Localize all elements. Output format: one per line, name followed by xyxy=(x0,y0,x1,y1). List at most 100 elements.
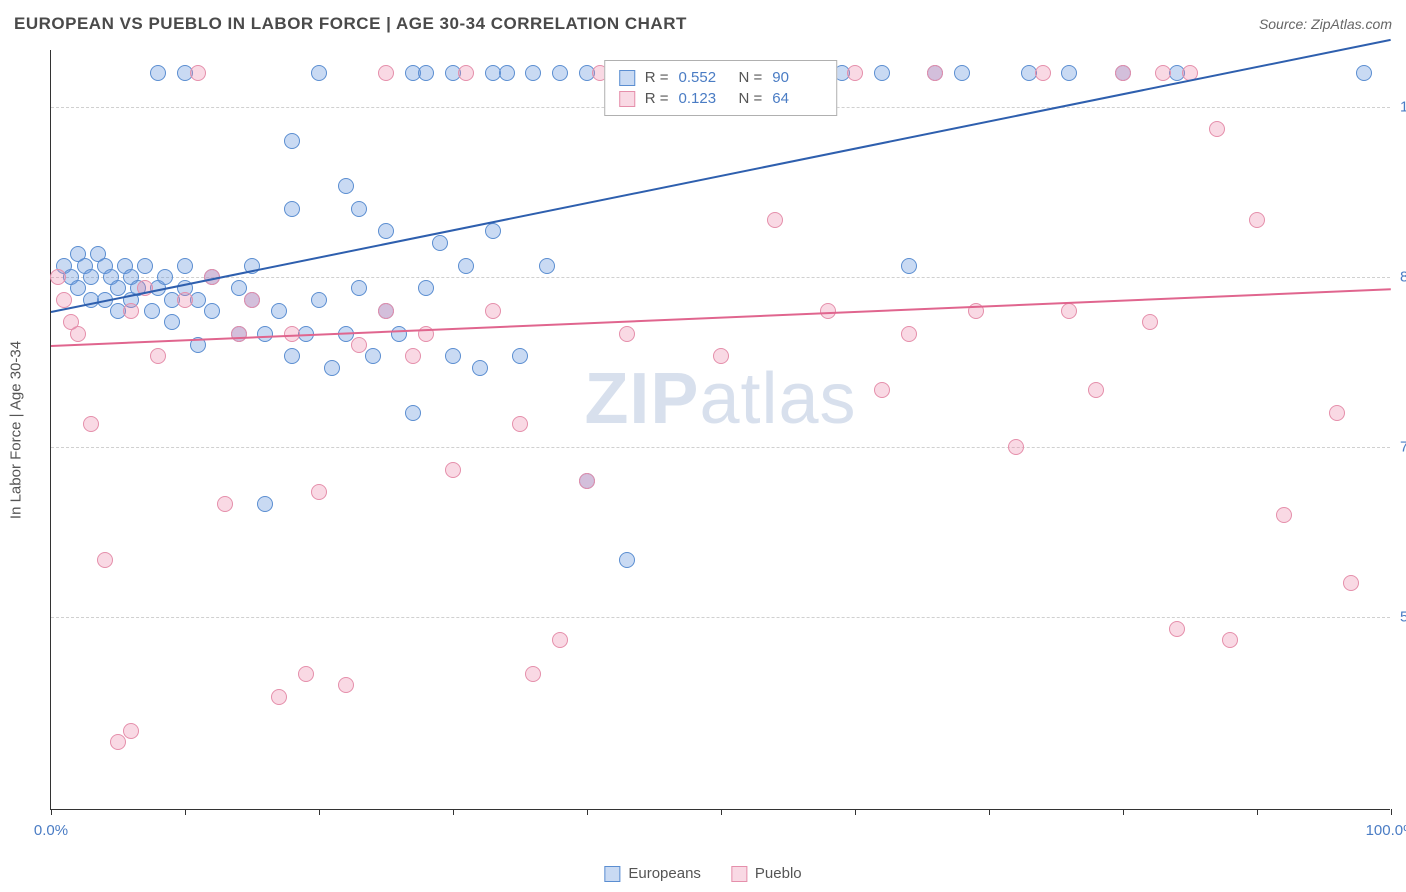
scatter-point xyxy=(257,496,273,512)
y-axis-title: In Labor Force | Age 30-34 xyxy=(8,340,25,518)
legend-item-pueblo: Pueblo xyxy=(731,865,802,882)
scatter-point xyxy=(525,65,541,81)
x-tick xyxy=(185,809,186,815)
scatter-point xyxy=(405,348,421,364)
scatter-point xyxy=(284,201,300,217)
scatter-point xyxy=(271,303,287,319)
scatter-point xyxy=(110,734,126,750)
scatter-point xyxy=(458,65,474,81)
scatter-point xyxy=(378,223,394,239)
scatter-point xyxy=(311,65,327,81)
scatter-point xyxy=(552,632,568,648)
scatter-point xyxy=(579,473,595,489)
scatter-point xyxy=(110,280,126,296)
watermark: ZIPatlas xyxy=(584,358,856,440)
scatter-point xyxy=(378,303,394,319)
stat-n-label: N = xyxy=(739,69,763,86)
scatter-point xyxy=(405,405,421,421)
gridline xyxy=(51,277,1390,278)
x-tick xyxy=(989,809,990,815)
source-label: Source: ZipAtlas.com xyxy=(1259,16,1392,32)
chart-plot-area: In Labor Force | Age 30-34 ZIPatlas R =0… xyxy=(50,50,1390,810)
scatter-point xyxy=(1276,507,1292,523)
scatter-point xyxy=(123,723,139,739)
scatter-point xyxy=(1088,382,1104,398)
scatter-point xyxy=(418,280,434,296)
scatter-point xyxy=(70,326,86,342)
scatter-point xyxy=(351,280,367,296)
scatter-point xyxy=(1035,65,1051,81)
scatter-point xyxy=(177,258,193,274)
scatter-point xyxy=(525,666,541,682)
scatter-point xyxy=(847,65,863,81)
x-tick xyxy=(1391,809,1392,815)
legend-label: Pueblo xyxy=(755,865,802,882)
scatter-point xyxy=(1061,303,1077,319)
scatter-point xyxy=(50,269,66,285)
scatter-point xyxy=(445,462,461,478)
scatter-point xyxy=(351,201,367,217)
scatter-point xyxy=(512,348,528,364)
scatter-point xyxy=(418,65,434,81)
scatter-point xyxy=(83,269,99,285)
legend-swatch-icon xyxy=(604,866,620,882)
scatter-point xyxy=(874,382,890,398)
scatter-point xyxy=(901,258,917,274)
scatter-point xyxy=(874,65,890,81)
scatter-point xyxy=(190,65,206,81)
scatter-point xyxy=(1115,65,1131,81)
scatter-point xyxy=(954,65,970,81)
stats-swatch-icon xyxy=(619,91,635,107)
scatter-point xyxy=(338,677,354,693)
x-tick xyxy=(721,809,722,815)
scatter-point xyxy=(485,303,501,319)
stats-legend-box: R =0.552N =90R =0.123N =64 xyxy=(604,60,838,116)
scatter-point xyxy=(1222,632,1238,648)
scatter-point xyxy=(499,65,515,81)
x-tick-label: 100.0% xyxy=(1366,822,1406,839)
stat-r-value: 0.552 xyxy=(679,69,729,86)
scatter-point xyxy=(177,292,193,308)
x-tick xyxy=(1123,809,1124,815)
scatter-point xyxy=(83,416,99,432)
scatter-point xyxy=(1329,405,1345,421)
scatter-point xyxy=(150,348,166,364)
stat-r-value: 0.123 xyxy=(679,90,729,107)
x-tick xyxy=(855,809,856,815)
scatter-point xyxy=(123,303,139,319)
scatter-point xyxy=(244,292,260,308)
scatter-point xyxy=(445,348,461,364)
scatter-point xyxy=(338,178,354,194)
scatter-point xyxy=(512,416,528,432)
scatter-point xyxy=(1142,314,1158,330)
scatter-point xyxy=(204,303,220,319)
scatter-point xyxy=(927,65,943,81)
scatter-point xyxy=(298,666,314,682)
scatter-point xyxy=(257,326,273,342)
gridline xyxy=(51,617,1390,618)
stat-n-label: N = xyxy=(739,90,763,107)
scatter-point xyxy=(767,212,783,228)
scatter-point xyxy=(458,258,474,274)
scatter-point xyxy=(231,280,247,296)
scatter-point xyxy=(56,292,72,308)
stats-swatch-icon xyxy=(619,70,635,86)
scatter-point xyxy=(391,326,407,342)
scatter-point xyxy=(713,348,729,364)
scatter-point xyxy=(164,314,180,330)
scatter-point xyxy=(1356,65,1372,81)
chart-title: EUROPEAN VS PUEBLO IN LABOR FORCE | AGE … xyxy=(14,14,687,34)
x-tick xyxy=(587,809,588,815)
scatter-point xyxy=(1008,439,1024,455)
x-tick xyxy=(51,809,52,815)
scatter-point xyxy=(552,65,568,81)
scatter-point xyxy=(485,223,501,239)
scatter-point xyxy=(217,496,233,512)
legend-item-europeans: Europeans xyxy=(604,865,701,882)
legend-label: Europeans xyxy=(628,865,701,882)
stat-r-label: R = xyxy=(645,69,669,86)
scatter-point xyxy=(284,133,300,149)
scatter-point xyxy=(619,552,635,568)
scatter-point xyxy=(1209,121,1225,137)
legend-swatch-icon xyxy=(731,866,747,882)
